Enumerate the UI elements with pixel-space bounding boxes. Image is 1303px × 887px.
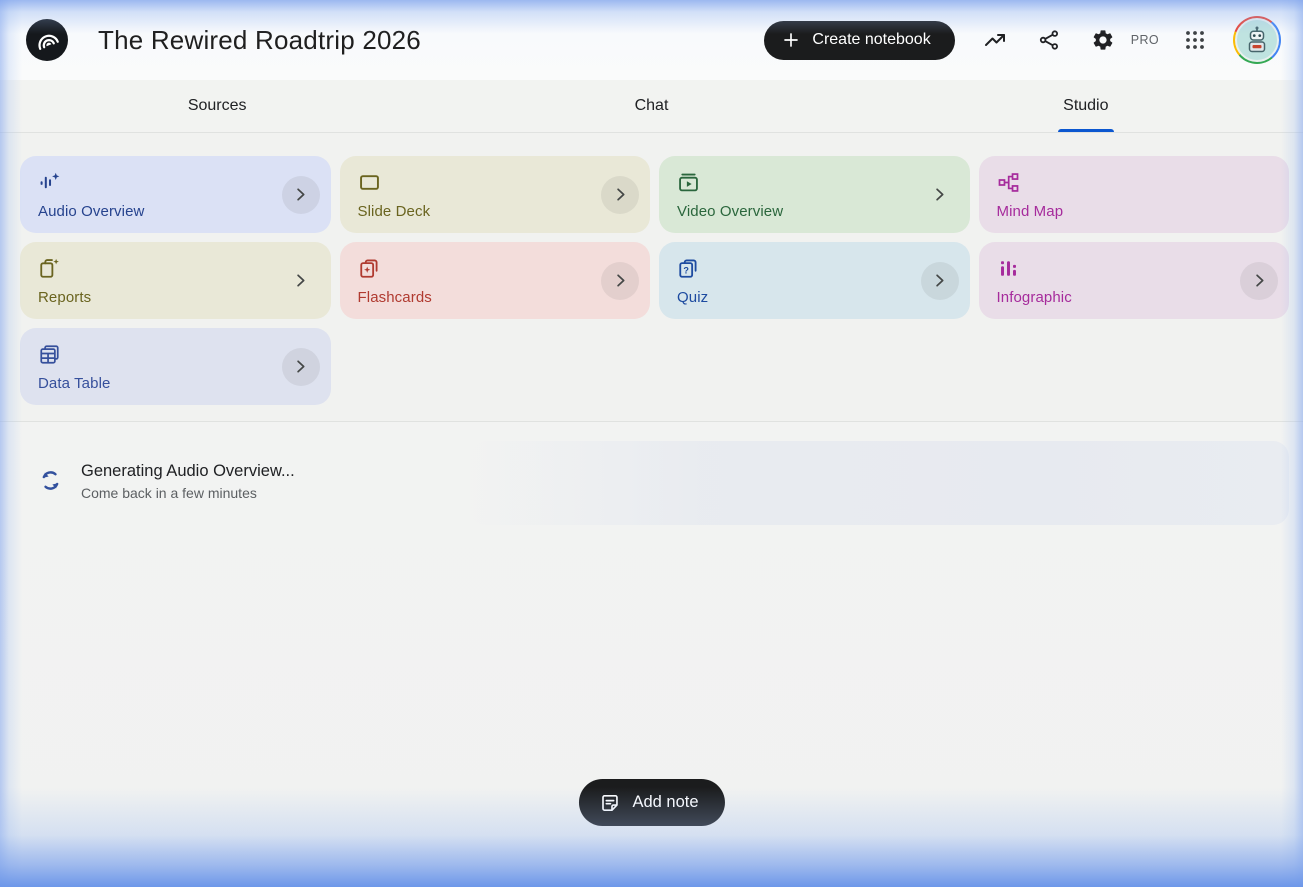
card-label: Mind Map — [996, 203, 1064, 220]
settings-gear-icon[interactable] — [1081, 18, 1125, 62]
apps-grid-icon[interactable] — [1173, 18, 1217, 62]
audio-waveform-sparkle-icon — [38, 171, 315, 194]
card-label: Reports — [38, 289, 92, 306]
tab-studio-label: Studio — [1063, 97, 1109, 114]
tab-chat-label: Chat — [634, 97, 669, 114]
card-label: Data Table — [38, 375, 111, 392]
chevron-right-button[interactable] — [921, 176, 959, 214]
chevron-right-button[interactable] — [601, 261, 639, 300]
tab-chat[interactable]: Chat — [434, 80, 868, 132]
notebook-title[interactable]: The Rewired Roadtrip 2026 — [98, 24, 421, 55]
card-label: Flashcards — [357, 289, 432, 306]
studio-card-mind-map[interactable]: Mind Map — [978, 156, 1289, 233]
infographic-bars-icon — [997, 257, 1274, 280]
app-header: The Rewired Roadtrip 2026 Create noteboo… — [0, 0, 1303, 80]
studio-card-video-overview[interactable]: Video Overview — [659, 156, 970, 233]
chevron-right-button[interactable] — [601, 175, 639, 214]
create-notebook-button[interactable]: Create notebook — [764, 20, 955, 60]
reports-sparkle-icon — [38, 257, 315, 280]
mind-map-icon — [997, 171, 1274, 194]
studio-card-infographic[interactable]: Infographic — [978, 242, 1289, 319]
sync-spinner-icon — [38, 468, 63, 498]
panel-tabs: Sources Chat Studio — [0, 80, 1303, 133]
studio-card-flashcards[interactable]: Flashcards — [339, 242, 650, 319]
chevron-right-button[interactable] — [281, 175, 320, 214]
avatar[interactable] — [1233, 16, 1281, 64]
chevron-right-button[interactable] — [1240, 261, 1278, 300]
tab-sources-label: Sources — [187, 97, 247, 114]
pro-badge: PRO — [1130, 33, 1159, 47]
slide-deck-icon — [358, 171, 635, 194]
studio-cards-grid: Audio Overview Slide Deck Video — [20, 156, 1289, 405]
generating-text-block: Generating Audio Overview... Come back i… — [81, 462, 295, 501]
studio-card-audio-overview[interactable]: Audio Overview — [20, 156, 331, 233]
studio-card-slide-deck[interactable]: Slide Deck — [339, 156, 650, 233]
note-icon — [598, 792, 620, 814]
card-label: Audio Overview — [38, 203, 145, 220]
video-overview-icon — [677, 171, 954, 194]
quiz-icon: ? — [677, 257, 954, 280]
data-table-icon — [38, 343, 315, 366]
notes-area: Generating Audio Overview... Come back i… — [0, 422, 1303, 887]
card-label: Video Overview — [677, 203, 784, 220]
robot-avatar-image — [1235, 18, 1279, 62]
add-note-button[interactable]: Add note — [578, 779, 725, 826]
chevron-right-button[interactable] — [920, 261, 959, 300]
card-label: Slide Deck — [357, 203, 431, 220]
plus-icon — [782, 31, 800, 49]
svg-text:?: ? — [683, 265, 689, 275]
studio-card-data-table[interactable]: Data Table — [20, 328, 331, 405]
notebooklm-logo-icon[interactable] — [26, 19, 68, 61]
analytics-icon[interactable] — [973, 18, 1017, 62]
share-icon[interactable] — [1027, 18, 1071, 62]
generating-title: Generating Audio Overview... — [81, 462, 295, 480]
generating-subtitle: Come back in a few minutes — [81, 485, 257, 501]
chevron-right-button[interactable] — [282, 262, 320, 300]
active-tab-underline — [1057, 129, 1114, 132]
studio-card-reports[interactable]: Reports — [20, 242, 331, 319]
tab-sources[interactable]: Sources — [0, 80, 434, 132]
header-toolbar: Create notebook PRO — [764, 16, 1281, 64]
card-label: Infographic — [996, 289, 1072, 306]
generating-audio-row[interactable]: Generating Audio Overview... Come back i… — [0, 422, 1303, 501]
chevron-right-button[interactable] — [281, 347, 320, 386]
studio-panel: Audio Overview Slide Deck Video — [0, 133, 1303, 422]
tab-studio[interactable]: Studio — [869, 80, 1303, 132]
add-note-label: Add note — [632, 793, 699, 811]
studio-card-quiz[interactable]: ? Quiz — [659, 242, 970, 319]
flashcards-icon — [358, 257, 635, 280]
create-notebook-label: Create notebook — [812, 31, 931, 48]
card-label: Quiz — [677, 289, 709, 306]
